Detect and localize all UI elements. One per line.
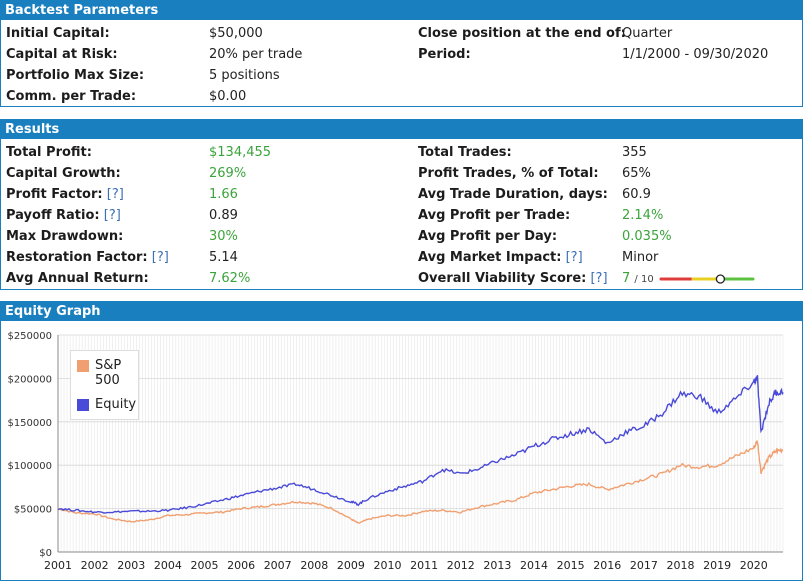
x-tick-label: 2012 xyxy=(447,559,475,572)
y-tick-label: $200000 xyxy=(7,374,52,385)
x-tick-label: 2015 xyxy=(557,559,585,572)
max-drawdown-label: Max Drawdown: xyxy=(6,229,124,244)
period-label: Period: xyxy=(418,47,471,62)
avg-annual-return-label: Avg Annual Return: xyxy=(6,271,149,286)
y-tick-label: $250000 xyxy=(7,331,52,342)
initial-capital-label: Initial Capital: xyxy=(6,26,110,41)
x-tick-label: 2001 xyxy=(44,559,72,572)
avg-market-impact-help-link[interactable]: [?] xyxy=(565,250,583,265)
x-tick-label: 2006 xyxy=(227,559,255,572)
capital-at-risk-value: 20% per trade xyxy=(209,47,303,62)
chart-legend: S&P 500 Equity xyxy=(70,350,139,420)
profit-factor-label: Profit Factor: xyxy=(6,187,103,202)
equity-swatch xyxy=(77,399,89,411)
total-profit-label: Total Profit: xyxy=(6,145,92,160)
payoff-ratio-value: 0.89 xyxy=(209,208,238,223)
profit-factor-help-link[interactable]: [?] xyxy=(106,187,124,202)
profit-factor-value: 1.66 xyxy=(209,187,238,202)
y-tick-label: $100000 xyxy=(7,461,52,472)
results-title: Results xyxy=(1,120,802,139)
profit-factor-row: Profit Factor: [?] xyxy=(6,184,124,205)
avg-market-impact-label: Avg Market Impact: xyxy=(418,250,562,265)
y-tick-label: $150000 xyxy=(7,418,52,429)
x-tick-label: 2018 xyxy=(666,559,694,572)
capital-at-risk-label: Capital at Risk: xyxy=(6,47,118,62)
x-tick-label: 2005 xyxy=(190,559,218,572)
period-value: 1/1/2000 - 09/30/2020 xyxy=(622,47,769,62)
x-tick-label: 2007 xyxy=(264,559,292,572)
equity-graph-panel: Equity Graph $0 $50000 $100000 $150000 $2000… xyxy=(0,301,803,581)
gauge-marker xyxy=(715,274,726,284)
viability-score-gauge xyxy=(659,274,755,284)
avg-annual-return-value: 7.62% xyxy=(209,271,251,286)
y-tick-label: $50000 xyxy=(14,505,52,516)
sp500-swatch xyxy=(77,360,89,372)
x-tick-label: 2011 xyxy=(410,559,438,572)
results-panel: Results Total Profit: $134,455 Capital G… xyxy=(0,119,803,290)
restoration-factor-value: 5.14 xyxy=(209,250,238,265)
total-trades-label: Total Trades: xyxy=(418,145,512,160)
avg-trade-duration-label: Avg Trade Duration, days: xyxy=(418,187,608,202)
initial-capital-value: $50,000 xyxy=(209,26,263,41)
viability-score-help-link[interactable]: [?] xyxy=(590,271,608,286)
avg-profit-per-trade-value: 2.14% xyxy=(622,208,664,223)
payoff-ratio-label: Payoff Ratio: xyxy=(6,208,100,223)
x-tick-label: 2008 xyxy=(300,559,328,572)
x-tick-label: 2014 xyxy=(520,559,548,572)
equity-line xyxy=(57,375,784,514)
avg-profit-per-day-value: 0.035% xyxy=(622,229,672,244)
payoff-ratio-help-link[interactable]: [?] xyxy=(103,208,121,223)
avg-market-impact-value: Minor xyxy=(622,250,659,265)
portfolio-max-size-label: Portfolio Max Size: xyxy=(6,68,145,83)
restoration-factor-help-link[interactable]: [?] xyxy=(151,250,169,265)
capital-growth-value: 269% xyxy=(209,166,247,181)
x-tick-label: 2019 xyxy=(703,559,731,572)
total-profit-value: $134,455 xyxy=(209,145,272,160)
capital-growth-label: Capital Growth: xyxy=(6,166,121,181)
x-tick-label: 2004 xyxy=(154,559,182,572)
viability-score-number: 7 xyxy=(622,271,631,286)
y-tick-label: $0 xyxy=(39,548,52,559)
profit-trades-value: 65% xyxy=(622,166,651,181)
comm-per-trade-label: Comm. per Trade: xyxy=(6,89,137,104)
backtest-parameters-title: Backtest Parameters xyxy=(1,1,802,20)
viability-score-row: Overall Viability Score: [?] xyxy=(418,268,608,289)
avg-trade-duration-value: 60.9 xyxy=(622,187,651,202)
backtest-parameters-panel: Backtest Parameters Initial Capital: $50… xyxy=(0,0,803,107)
legend-label-equity: Equity xyxy=(95,397,137,412)
profit-trades-label: Profit Trades, % of Total: xyxy=(418,166,599,181)
payoff-ratio-row: Payoff Ratio: [?] xyxy=(6,205,121,226)
max-drawdown-value: 30% xyxy=(209,229,238,244)
portfolio-max-size-value: 5 positions xyxy=(209,68,280,83)
sp500-line xyxy=(57,440,784,524)
x-tick-label: 2017 xyxy=(630,559,658,572)
restoration-factor-label: Restoration Factor: xyxy=(6,250,148,265)
viability-score-value: 7 / 10 xyxy=(622,268,654,289)
total-trades-value: 355 xyxy=(622,145,647,160)
x-tick-label: 2002 xyxy=(81,559,109,572)
close-position-value: Quarter xyxy=(622,26,673,41)
avg-profit-per-trade-label: Avg Profit per Trade: xyxy=(418,208,571,223)
comm-per-trade-value: $0.00 xyxy=(209,89,247,104)
x-tick-label: 2020 xyxy=(740,559,768,572)
x-tick-label: 2003 xyxy=(117,559,145,572)
x-tick-label: 2010 xyxy=(374,559,402,572)
x-tick-label: 2016 xyxy=(593,559,621,572)
x-tick-label: 2009 xyxy=(337,559,365,572)
restoration-factor-row: Restoration Factor: [?] xyxy=(6,247,169,268)
legend-label-sp500: S&P 500 xyxy=(95,358,122,388)
close-position-label: Close position at the end of: xyxy=(418,26,626,41)
equity-graph-title: Equity Graph xyxy=(1,302,802,321)
x-tick-label: 2013 xyxy=(483,559,511,572)
viability-score-label: Overall Viability Score: xyxy=(418,271,587,286)
avg-market-impact-row: Avg Market Impact: [?] xyxy=(418,247,583,268)
avg-profit-per-day-label: Avg Profit per Day: xyxy=(418,229,558,244)
viability-score-denominator: / 10 xyxy=(634,274,654,285)
equity-graph-chart: $0 $50000 $100000 $150000 $200000 $250000 2001… xyxy=(7,331,784,572)
